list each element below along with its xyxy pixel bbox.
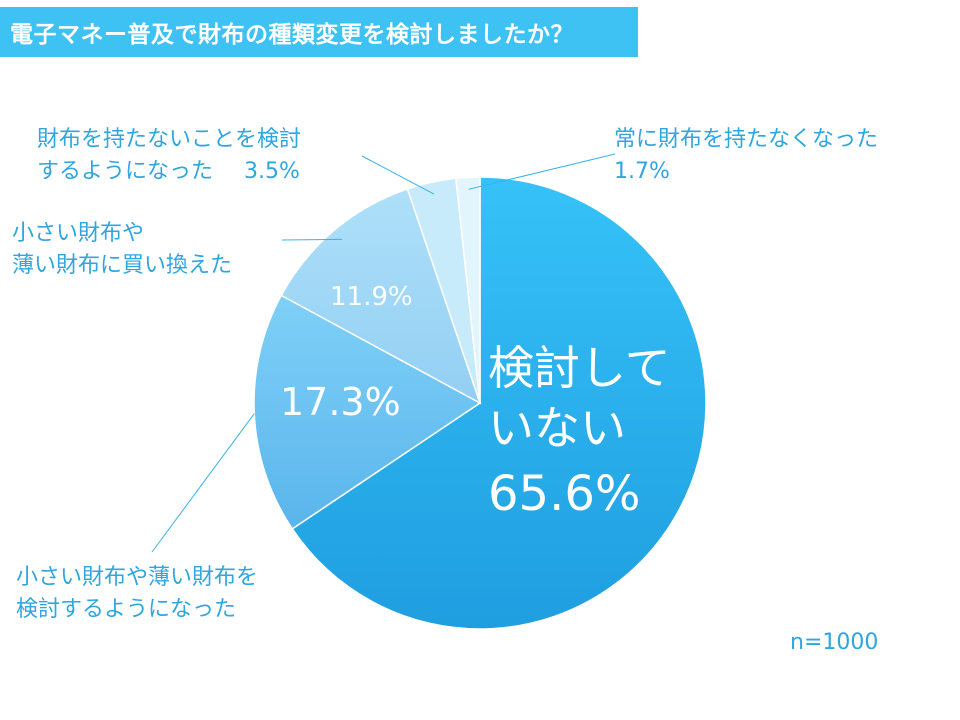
slice-1-label-line-1: 小さい財布や薄い財布を xyxy=(16,565,259,590)
pie-slice-2 xyxy=(280,188,482,405)
slice-1-label: 小さい財布や薄い財布を 検討するようになった xyxy=(16,562,258,626)
chart-title: 電子マネー普及で財布の種類変更を検討しましたか？ xyxy=(10,22,574,48)
slice-2-label: 小さい財布や 薄い財布に買い換えた xyxy=(12,218,232,282)
pie-slice-4 xyxy=(455,176,481,404)
slice-0-inner: 検討して いない 65.6% xyxy=(488,338,671,524)
slice-1-value: 17.3% xyxy=(280,380,401,424)
slice-0-name-line-1: 検討して xyxy=(488,341,671,395)
slice-3-value: 3.5% xyxy=(244,159,300,184)
slice-3-label-line-1: 財布を持たないことを検討 xyxy=(37,127,302,152)
leader-line-2 xyxy=(281,238,343,241)
sample-size: n=1000 xyxy=(790,630,879,655)
slice-2-label-line-2: 薄い財布に買い換えた xyxy=(12,253,233,278)
title-bar: 電子マネー普及で財布の種類変更を検討しましたか？ xyxy=(0,7,638,57)
slice-4-label: 常に財布を持たなくなった 1.7% xyxy=(614,124,878,188)
pie-slice-1 xyxy=(253,294,482,530)
leader-line-3 xyxy=(361,155,435,195)
slice-2-value: 11.9% xyxy=(330,282,413,312)
slice-3-label: 財布を持たないことを検討 するようになった 3.5% xyxy=(37,124,301,188)
slice-4-value: 1.7% xyxy=(614,159,670,184)
slice-0-name-line-2: いない xyxy=(488,401,626,455)
pie-slice-0 xyxy=(291,176,707,630)
slice-2-label-line-1: 小さい財布や xyxy=(12,221,145,246)
slice-3-label-line-2: するようになった xyxy=(37,159,214,184)
slice-0-value: 65.6% xyxy=(488,466,641,522)
leader-line-4 xyxy=(468,153,616,190)
slice-1-label-line-2: 検討するようになった xyxy=(16,597,237,622)
slice-4-label-line-1: 常に財布を持たなくなった xyxy=(614,127,879,152)
leader-line-1 xyxy=(151,413,255,553)
